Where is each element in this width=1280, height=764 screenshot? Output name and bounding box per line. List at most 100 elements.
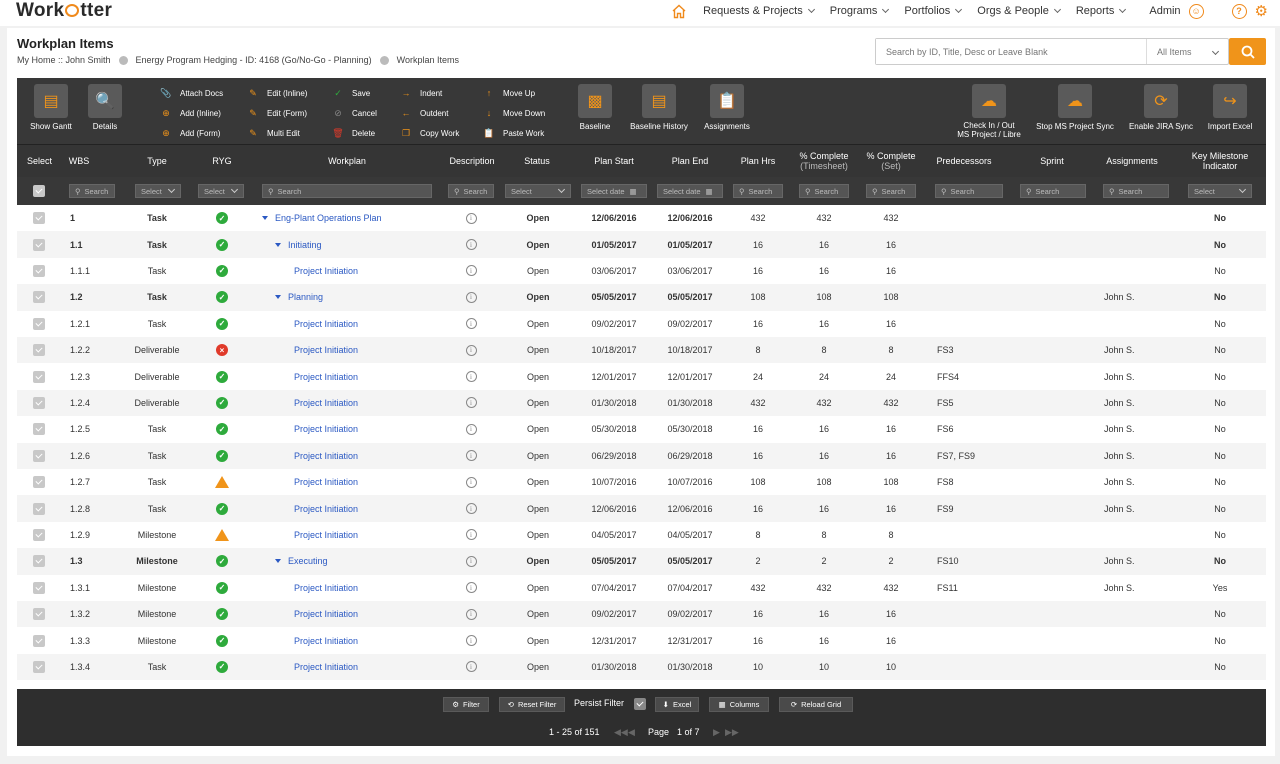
row-checkbox[interactable] [33, 581, 45, 594]
help-icon[interactable]: ? [1220, 3, 1247, 19]
table-row[interactable]: 1.2.3 Deliverable ✓ Project Initiation i Open… [17, 363, 1266, 389]
collapse-caret-icon[interactable] [275, 559, 281, 564]
info-icon[interactable]: i [465, 608, 477, 620]
nav-programs[interactable]: Programs [830, 5, 890, 17]
table-row[interactable]: 1.3 Milestone ✓ Executing i Open 05/05/2017 05/… [17, 548, 1266, 575]
workplan-link[interactable]: Planning [288, 292, 324, 303]
move-up-button[interactable]: ↑ Move Up [483, 87, 535, 99]
info-icon[interactable]: i [465, 397, 477, 409]
nav-reports[interactable]: Reports [1076, 5, 1127, 17]
filter-type[interactable]: Select [135, 184, 181, 198]
outdent-button[interactable]: ← Outdent [400, 107, 449, 119]
workplan-link[interactable]: Eng-Plant Operations Plan [275, 213, 382, 224]
col-plan-start[interactable]: Plan Start [594, 156, 634, 166]
row-checkbox[interactable] [33, 634, 45, 647]
home-icon[interactable] [671, 4, 687, 19]
next-page-icon[interactable]: ▶ [713, 727, 720, 737]
filter-pct-timesheet[interactable]: ⚲ Search [799, 184, 849, 198]
row-checkbox[interactable] [33, 528, 45, 541]
workplan-link[interactable]: Executing [288, 556, 328, 567]
info-icon[interactable]: i [465, 371, 477, 383]
filter-workplan[interactable]: ⚲ Search [262, 184, 432, 198]
add-inline-button[interactable]: ⊕ Add (Inline) [160, 107, 221, 119]
row-checkbox[interactable] [33, 660, 45, 673]
col-sprint[interactable]: Sprint [1040, 156, 1064, 166]
workplan-link[interactable]: Initiating [288, 239, 322, 250]
collapse-caret-icon[interactable] [275, 295, 281, 300]
search-scope-select[interactable]: All Items [1146, 39, 1228, 64]
filter-button[interactable]: ⚙ Filter [443, 697, 489, 712]
import-excel-button[interactable]: ↪ Import Excel [1190, 78, 1270, 131]
workplan-cell[interactable]: Project Initiation [294, 311, 494, 337]
workplan-link[interactable]: Project Initiation [294, 635, 359, 646]
nav-requests-projects[interactable]: Requests & Projects [703, 5, 815, 17]
info-icon[interactable]: i [465, 661, 477, 673]
workplan-cell[interactable]: Planning [275, 284, 475, 310]
select-all-checkbox[interactable] [33, 185, 45, 197]
col-ryg[interactable]: RYG [212, 156, 232, 166]
workplan-cell[interactable]: Project Initiation [294, 654, 494, 680]
row-checkbox[interactable] [33, 608, 45, 621]
last-page-icon[interactable]: ▶▶ [725, 727, 739, 737]
workplan-link[interactable]: Project Initiation [294, 609, 359, 620]
enable-jira-sync-button[interactable]: ⟳ Enable JIRA Sync [1121, 78, 1201, 131]
info-icon[interactable]: i [465, 582, 477, 594]
workplan-cell[interactable]: Project Initiation [294, 416, 494, 442]
col-predecessors[interactable]: Predecessors [936, 156, 992, 166]
row-checkbox[interactable] [33, 344, 45, 357]
row-checkbox[interactable] [33, 476, 45, 489]
info-icon[interactable]: i [465, 291, 477, 303]
baseline-history-button[interactable]: ▤ Baseline History [619, 78, 699, 131]
table-row[interactable]: 1.2 Task ✓ Planning i Open 05/05/2017 05/05/201… [17, 284, 1266, 311]
user-menu[interactable]: Admin ☺ [1149, 3, 1204, 19]
table-row[interactable]: 1.3.1 Milestone ✓ Project Initiation i Open 07… [17, 575, 1266, 601]
workplan-link[interactable]: Project Initiation [294, 661, 359, 672]
row-checkbox[interactable] [33, 396, 45, 409]
assignments-button[interactable]: 📋 Assignments [687, 78, 767, 131]
workplan-cell[interactable]: Project Initiation [294, 363, 494, 389]
table-row[interactable]: 1.2.1 Task ✓ Project Initiation i Open 09/02/2… [17, 311, 1266, 337]
col-workplan[interactable]: Workplan [328, 156, 366, 166]
table-row[interactable]: 1.2.4 Deliverable ✓ Project Initiation i Open… [17, 389, 1266, 417]
workplan-link[interactable]: Project Initiation [294, 345, 359, 356]
table-row[interactable]: 1.2.5 Task ✓ Project Initiation i Open 05/30/2… [17, 416, 1266, 442]
info-icon[interactable]: i [465, 423, 477, 435]
info-icon[interactable]: i [465, 529, 477, 541]
workplan-cell[interactable]: Executing [275, 548, 475, 574]
info-icon[interactable]: i [465, 555, 477, 567]
workplan-link[interactable]: Project Initiation [294, 265, 359, 276]
breadcrumb-project[interactable]: Energy Program Hedging - ID: 4168 (Go/No… [135, 55, 372, 65]
edit-form-button[interactable]: ✎ Edit (Form) [247, 107, 307, 119]
info-icon[interactable]: i [465, 476, 477, 488]
workplan-cell[interactable]: Project Initiation [294, 443, 494, 469]
prev-page-icon[interactable]: ◀ [628, 727, 635, 737]
table-row[interactable]: 1 Task ✓ Eng-Plant Operations Plan i Open 12/0… [17, 205, 1266, 231]
row-checkbox[interactable] [33, 555, 45, 568]
workplan-cell[interactable]: Project Initiation [294, 469, 494, 495]
workplan-cell[interactable]: Project Initiation [294, 627, 494, 653]
filter-sprint[interactable]: ⚲ Search [1020, 184, 1086, 198]
filter-plan-hrs[interactable]: ⚲ Search [733, 184, 783, 198]
col-type[interactable]: Type [147, 156, 167, 166]
multi-edit-button[interactable]: ✎ Multi Edit [247, 127, 300, 139]
baseline-button[interactable]: ▩ Baseline [555, 78, 635, 131]
table-row[interactable]: 1.1.1 Task ✓ Project Initiation i Open 03/06/2… [17, 258, 1266, 284]
workplan-cell[interactable]: Eng-Plant Operations Plan [262, 205, 462, 231]
row-checkbox[interactable] [33, 317, 45, 330]
table-row[interactable]: 1.2.2 Deliverable × Project Initiation i Open… [17, 337, 1266, 364]
breadcrumb-home[interactable]: My Home :: John Smith [17, 55, 111, 65]
workplan-link[interactable]: Project Initiation [294, 529, 359, 540]
row-checkbox[interactable] [33, 264, 45, 277]
search-button[interactable] [1229, 38, 1266, 65]
reload-grid-button[interactable]: ⟳ Reload Grid [779, 697, 853, 712]
filter-status[interactable]: Select [505, 184, 571, 198]
workotter-logo[interactable]: Work tter [16, 0, 112, 22]
workplan-cell[interactable]: Project Initiation [294, 337, 494, 363]
reset-filter-button[interactable]: ⟲ Reset Filter [499, 697, 565, 712]
stop-ms-sync-button[interactable]: ☁ Stop MS Project Sync [1030, 78, 1120, 131]
excel-button[interactable]: ⬇ Excel [655, 697, 699, 712]
workplan-cell[interactable]: Project Initiation [294, 601, 494, 627]
info-icon[interactable]: i [465, 212, 477, 224]
workplan-cell[interactable]: Project Initiation [294, 575, 494, 601]
workplan-link[interactable]: Project Initiation [294, 582, 359, 593]
